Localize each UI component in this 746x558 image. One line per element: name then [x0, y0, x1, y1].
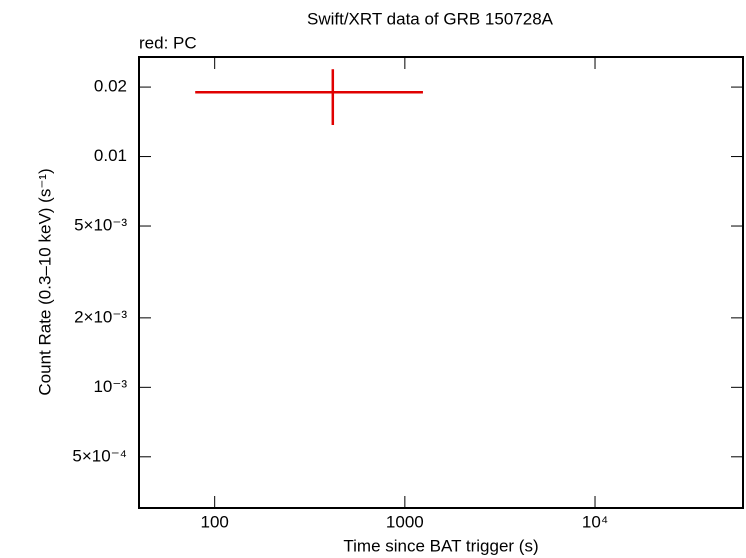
chart-title: Swift/XRT data of GRB 150728A: [307, 9, 554, 28]
x-tick-label: 100: [200, 512, 228, 531]
chart-subtitle: red: PC: [139, 33, 197, 52]
y-tick-label: 0.01: [94, 146, 127, 165]
y-tick-label: 0.02: [94, 77, 127, 96]
y-tick-label: 5×10⁻⁴: [72, 446, 127, 465]
plot-frame: [138, 56, 744, 509]
x-axis-label: Time since BAT trigger (s): [343, 536, 538, 555]
y-axis-label: Count Rate (0.3–10 keV) (s⁻¹): [35, 168, 54, 395]
y-tick-label: 2×10⁻³: [74, 307, 127, 326]
y-tick-label: 10⁻³: [93, 377, 127, 396]
x-tick-label: 1000: [386, 512, 424, 531]
x-tick-label: 10⁴: [582, 512, 608, 531]
y-tick-label: 5×10⁻³: [74, 216, 127, 235]
